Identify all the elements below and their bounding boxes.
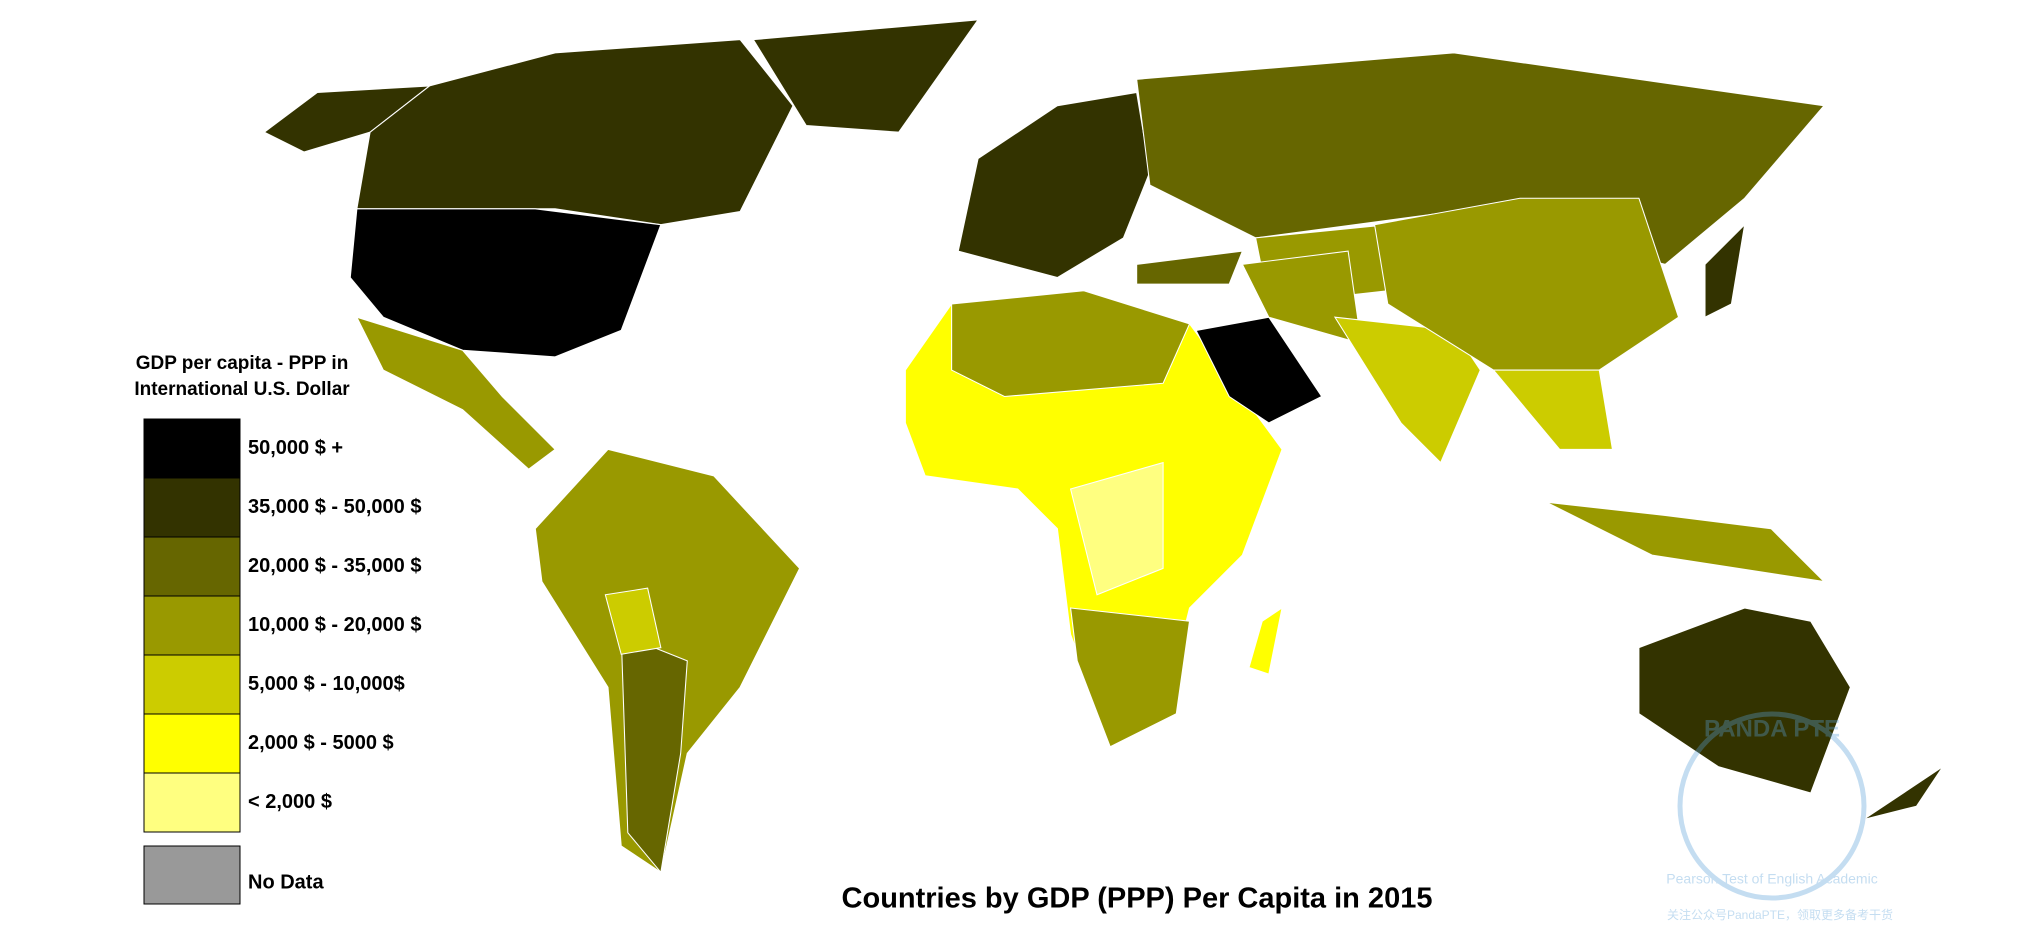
madagascar xyxy=(1248,606,1283,675)
legend-label: No Data xyxy=(248,871,324,893)
legend-swatch xyxy=(143,845,241,905)
greenland xyxy=(752,19,980,133)
china xyxy=(1373,197,1680,371)
arabia xyxy=(1195,316,1323,424)
mexico xyxy=(355,316,556,470)
legend-title: GDP per capita - PPP in xyxy=(136,353,349,374)
new-zealand xyxy=(1863,766,1944,820)
legend: GDP per capita - PPP in International U.… xyxy=(134,353,421,905)
legend-title: International U.S. Dollar xyxy=(134,379,350,400)
europe xyxy=(957,91,1151,279)
legend-swatch xyxy=(143,713,241,774)
legend-label: 20,000 $ - 35,000 $ xyxy=(248,555,421,577)
russia xyxy=(1136,52,1825,265)
map-title: Countries by GDP (PPP) Per Capita in 201… xyxy=(842,883,1433,915)
legend-label: < 2,000 $ xyxy=(248,791,332,813)
legend-swatch xyxy=(143,772,241,833)
legend-label: 10,000 $ - 20,000 $ xyxy=(248,614,421,636)
legend-swatch xyxy=(143,536,241,597)
bolivia xyxy=(604,587,662,655)
usa xyxy=(349,208,662,358)
watermark: PANDA PTE Pearson Test of English Academ… xyxy=(1666,711,1893,922)
canada xyxy=(356,39,794,226)
indonesia xyxy=(1546,501,1826,583)
watermark-ring xyxy=(1677,711,1867,901)
legend-swatch xyxy=(143,418,241,479)
southeast-asia xyxy=(1492,369,1614,450)
legend-swatch xyxy=(143,477,241,538)
legend-label: 35,000 $ - 50,000 $ xyxy=(248,496,421,518)
legend-swatch xyxy=(143,654,241,715)
legend-swatch xyxy=(143,595,241,656)
central-africa xyxy=(1069,461,1164,596)
legend-label: 2,000 $ - 5000 $ xyxy=(248,732,394,754)
watermark-brand: PANDA PTE xyxy=(1704,715,1840,742)
watermark-subtitle: Pearson Test of English Academic xyxy=(1666,871,1877,887)
watermark-note: 关注公众号PandaPTE，领取更多备考干货 xyxy=(1667,907,1893,922)
legend-label: 50,000 $ + xyxy=(248,437,343,459)
legend-label: 5,000 $ - 10,000$ xyxy=(248,673,405,695)
southern-africa xyxy=(1069,607,1191,748)
north-africa xyxy=(951,290,1191,398)
world-map xyxy=(263,19,1944,874)
argentina xyxy=(620,633,688,874)
australia xyxy=(1638,607,1851,794)
turkey xyxy=(1136,250,1244,285)
japan xyxy=(1704,223,1746,319)
